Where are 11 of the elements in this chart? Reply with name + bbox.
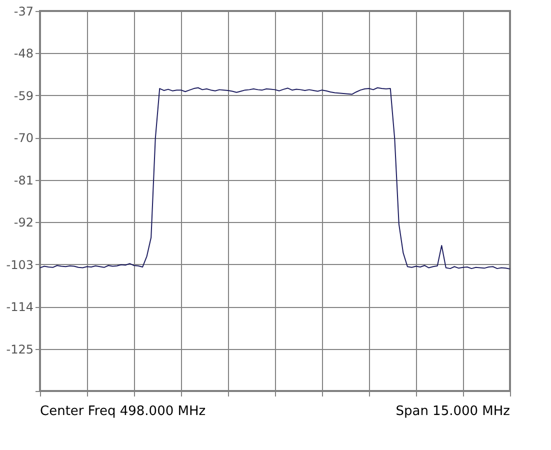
y-tick-label: -48 bbox=[14, 46, 34, 61]
y-tick-label: -70 bbox=[14, 131, 34, 146]
y-tick-label: -92 bbox=[14, 216, 34, 230]
text: Center Freq 498.000 MHz bbox=[40, 404, 206, 419]
y-tick-label: -37 bbox=[14, 4, 34, 18]
y-tick-label: -81 bbox=[14, 173, 34, 188]
y-tick-label: -103 bbox=[6, 258, 34, 272]
y-tick-label: -125 bbox=[6, 342, 34, 356]
text: Span 15.000 MHz bbox=[396, 404, 510, 419]
y-tick-label: -59 bbox=[14, 88, 34, 103]
y-tick-label: -114 bbox=[6, 300, 34, 314]
